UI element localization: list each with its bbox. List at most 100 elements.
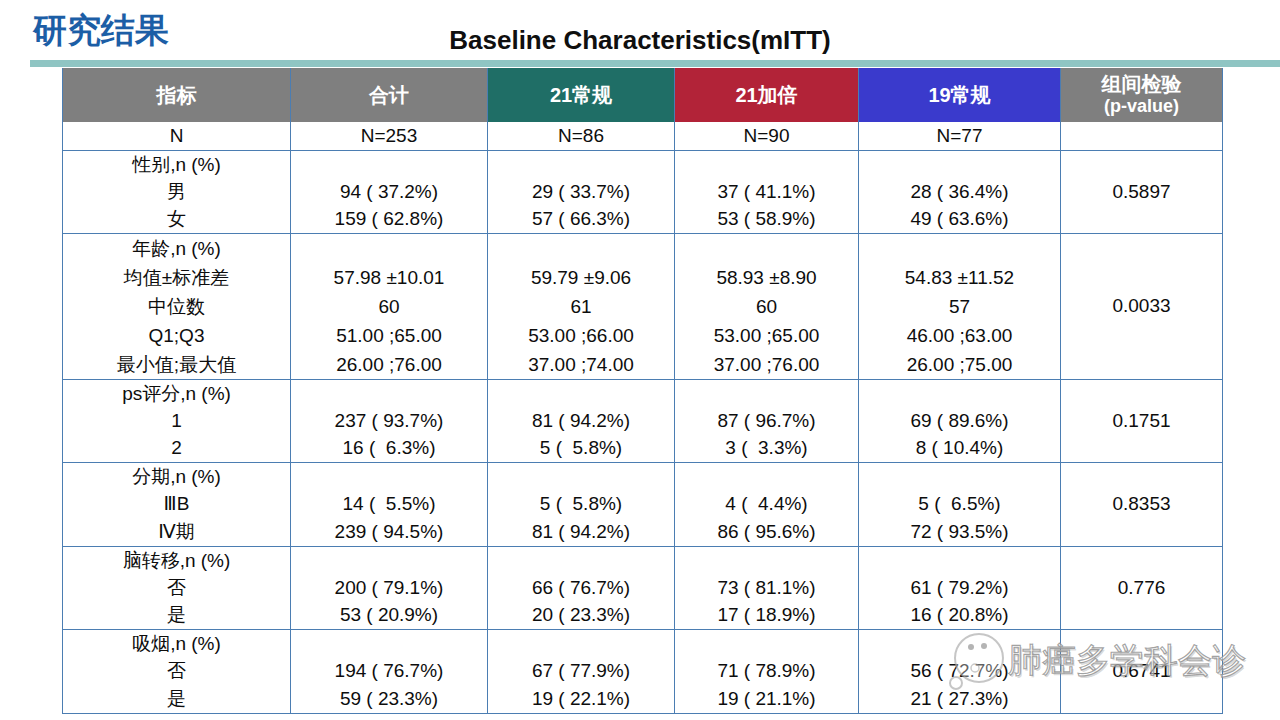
group-indicator-cell: 脑转移,n (%)否是 xyxy=(63,547,291,629)
group-row-name: 中位数 xyxy=(63,293,290,320)
header-label: 指标 xyxy=(157,84,197,107)
group-value: 19 ( 21.1%) xyxy=(675,685,858,712)
group-value: 58.93 ±8.90 xyxy=(675,264,858,291)
group-value: 28 ( 36.4%) xyxy=(859,178,1060,205)
group-value-cell: 57.98 ±10.016051.00 ;65.0026.00 ;76.00 xyxy=(291,234,488,379)
group-indicator-cell: 年龄,n (%)均值±标准差中位数Q1;Q3最小值;最大值 xyxy=(63,234,291,379)
group-row-name: 是 xyxy=(63,601,290,628)
group-value: 49 ( 63.6%) xyxy=(859,205,1060,232)
group-value: 5 ( 5.8%) xyxy=(488,490,674,517)
spacer xyxy=(675,547,858,574)
spacer xyxy=(488,151,674,178)
spacer xyxy=(675,151,858,178)
spacer xyxy=(488,380,674,407)
spacer xyxy=(859,380,1060,407)
group-value: 20 ( 23.3%) xyxy=(488,601,674,628)
group-row-age: 年龄,n (%)均值±标准差中位数Q1;Q3最小值;最大值57.98 ±10.0… xyxy=(63,234,1222,380)
group-value: 59.79 ±9.06 xyxy=(488,264,674,291)
spacer xyxy=(488,463,674,490)
group-value-cell: 54.83 ±11.525746.00 ;63.0026.00 ;75.00 xyxy=(859,234,1061,379)
header-cell-p-value: 组间检验(p-value) xyxy=(1061,68,1222,122)
group-value: 71 ( 78.9%) xyxy=(675,657,858,684)
group-value: 73 ( 81.1%) xyxy=(675,574,858,601)
group-indicator-cell: 分期,n (%)ⅢBⅣ期 xyxy=(63,463,291,546)
group-value: 14 ( 5.5%) xyxy=(291,490,487,517)
group-label: 吸烟,n (%) xyxy=(63,630,290,657)
group-value: 81 ( 94.2%) xyxy=(488,407,674,434)
group-row-name: Ⅳ期 xyxy=(63,518,290,545)
n-row-value: N=90 xyxy=(675,122,859,150)
group-row-ps-score: ps评分,n (%)12237 ( 93.7%)16 ( 6.3%)81 ( 9… xyxy=(63,380,1222,463)
spacer xyxy=(488,235,674,262)
spacer xyxy=(488,547,674,574)
group-indicator-cell: 吸烟,n (%)否是 xyxy=(63,630,291,713)
group-label: 脑转移,n (%) xyxy=(63,547,290,574)
spacer xyxy=(291,380,487,407)
header-label: 21加倍 xyxy=(735,84,797,107)
group-value-cell: 237 ( 93.7%)16 ( 6.3%) xyxy=(291,380,488,462)
group-value: 66 ( 76.7%) xyxy=(488,574,674,601)
group-value: 72 ( 93.5%) xyxy=(859,518,1060,545)
spacer xyxy=(675,380,858,407)
group-value: 29 ( 33.7%) xyxy=(488,178,674,205)
group-value: 57 xyxy=(859,293,1060,320)
group-value: 57.98 ±10.01 xyxy=(291,264,487,291)
group-value: 94 ( 37.2%) xyxy=(291,178,487,205)
group-value: 61 xyxy=(488,293,674,320)
watermark-text: 肺癌多学科会诊 xyxy=(1008,638,1246,684)
spacer xyxy=(675,630,858,657)
header-cell-regimen-21-standard: 21常规 xyxy=(488,68,675,122)
spacer xyxy=(488,630,674,657)
group-value: 17 ( 18.9%) xyxy=(675,601,858,628)
group-label: 年龄,n (%) xyxy=(63,235,290,262)
header-cell-indicator: 指标 xyxy=(63,68,291,122)
header-label: 组间检验 xyxy=(1102,73,1182,96)
group-value: 37.00 ;76.00 xyxy=(675,351,858,378)
title-underline xyxy=(30,60,1280,67)
n-row-indicator: N xyxy=(63,122,291,150)
group-value: 81 ( 94.2%) xyxy=(488,518,674,545)
group-value: 16 ( 6.3%) xyxy=(291,434,487,461)
group-value-cell: 200 ( 79.1%)53 ( 20.9%) xyxy=(291,547,488,629)
group-value-cell: 28 ( 36.4%)49 ( 63.6%) xyxy=(859,151,1061,233)
group-value-cell: 71 ( 78.9%)19 ( 21.1%) xyxy=(675,630,859,713)
group-label: 性别,n (%) xyxy=(63,151,290,178)
group-row-name: 是 xyxy=(63,685,290,712)
group-value: 239 ( 94.5%) xyxy=(291,518,487,545)
group-value: 53 ( 58.9%) xyxy=(675,205,858,232)
group-row-name: 2 xyxy=(63,434,290,461)
watermark-logo-icon xyxy=(948,630,1008,692)
spacer xyxy=(291,630,487,657)
group-p-cell: 0.8353 xyxy=(1061,463,1222,546)
group-value-cell: 67 ( 77.9%)19 ( 22.1%) xyxy=(488,630,675,713)
spacer xyxy=(291,547,487,574)
group-value: 60 xyxy=(675,293,858,320)
p-value: 0.8353 xyxy=(1112,493,1170,515)
group-value: 61 ( 79.2%) xyxy=(859,574,1060,601)
group-value: 8 ( 10.4%) xyxy=(859,434,1060,461)
group-value: 16 ( 20.8%) xyxy=(859,601,1060,628)
group-value: 26.00 ;76.00 xyxy=(291,351,487,378)
group-value-cell: 69 ( 89.6%)8 ( 10.4%) xyxy=(859,380,1061,462)
group-value: 59 ( 23.3%) xyxy=(291,685,487,712)
group-value: 53.00 ;66.00 xyxy=(488,322,674,349)
p-value: 0.776 xyxy=(1118,577,1166,599)
header-label: 19常规 xyxy=(928,84,990,107)
group-value-cell: 94 ( 37.2%)159 ( 62.8%) xyxy=(291,151,488,233)
spacer xyxy=(291,151,487,178)
header-sublabel: (p-value) xyxy=(1104,96,1179,117)
group-value: 26.00 ;75.00 xyxy=(859,351,1060,378)
group-value-cell: 5 ( 6.5%)72 ( 93.5%) xyxy=(859,463,1061,546)
p-value: 0.0033 xyxy=(1112,295,1170,317)
group-value: 60 xyxy=(291,293,487,320)
spacer xyxy=(859,463,1060,490)
spacer xyxy=(675,463,858,490)
group-row-gender: 性别,n (%)男女94 ( 37.2%)159 ( 62.8%)29 ( 33… xyxy=(63,151,1222,234)
group-value-cell: 59.79 ±9.066153.00 ;66.0037.00 ;74.00 xyxy=(488,234,675,379)
group-value: 37.00 ;74.00 xyxy=(488,351,674,378)
group-value-cell: 58.93 ±8.906053.00 ;65.0037.00 ;76.00 xyxy=(675,234,859,379)
group-row-name: ⅢB xyxy=(63,490,290,517)
group-row-name: 女 xyxy=(63,205,290,232)
group-value-cell: 5 ( 5.8%)81 ( 94.2%) xyxy=(488,463,675,546)
group-value: 237 ( 93.7%) xyxy=(291,407,487,434)
